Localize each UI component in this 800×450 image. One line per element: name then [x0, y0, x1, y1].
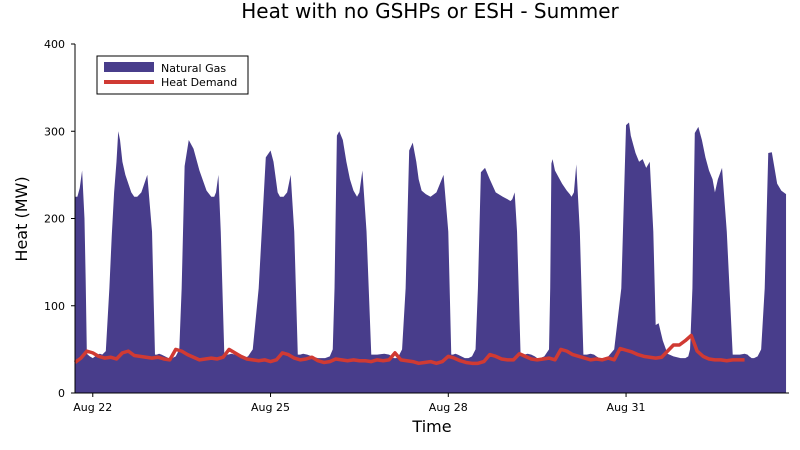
x-tick-label: Aug 28: [429, 401, 468, 414]
x-axis-ticks: Aug 22 Aug 25 Aug 28 Aug 31: [73, 393, 646, 414]
chart-title: Heat with no GSHPs or ESH - Summer: [241, 0, 619, 23]
y-axis-label: Heat (MW): [12, 176, 31, 261]
series-line-heat-demand: [73, 333, 745, 366]
y-tick-label: 0: [58, 387, 65, 400]
legend-swatch-natural-gas: [104, 62, 154, 72]
y-tick-label: 300: [44, 125, 65, 138]
legend-label-heat-demand: Heat Demand: [161, 76, 237, 89]
legend-label-natural-gas: Natural Gas: [161, 62, 226, 75]
x-tick-label: Aug 22: [73, 401, 112, 414]
x-tick-label: Aug 31: [607, 401, 646, 414]
y-tick-label: 200: [44, 213, 65, 226]
series-area-natural-gas: [75, 122, 787, 394]
plot-area: [73, 122, 787, 394]
legend: Natural Gas Heat Demand: [96, 55, 249, 95]
y-tick-label: 100: [44, 300, 65, 313]
y-tick-label: 400: [44, 38, 65, 51]
x-tick-label: Aug 25: [251, 401, 290, 414]
y-axis-ticks: 0 100 200 300 400: [44, 38, 75, 400]
x-axis-label: Time: [411, 417, 451, 436]
